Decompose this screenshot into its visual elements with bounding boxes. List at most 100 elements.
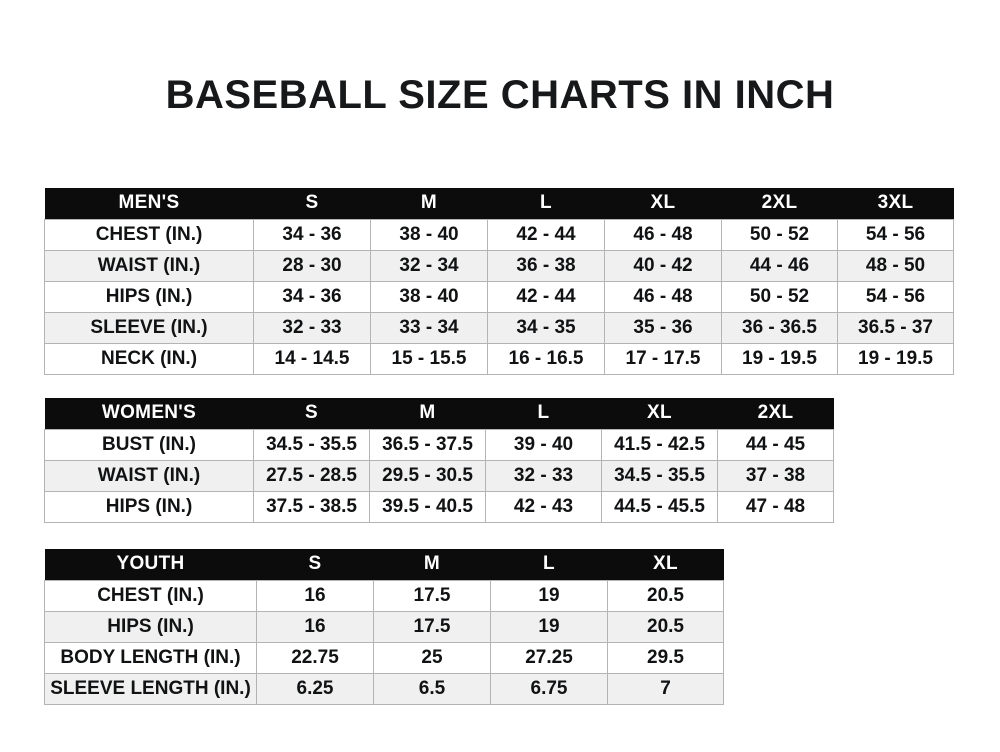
cell-womens-bust-m: 36.5 - 37.5: [369, 428, 486, 461]
cell-mens-sleeve-xl: 35 - 36: [604, 311, 722, 344]
table-row: NECK (IN.) 14 - 14.5 15 - 15.5 16 - 16.5…: [44, 342, 954, 375]
cell-womens-hips-2xl: 47 - 48: [717, 490, 834, 523]
cell-womens-hips-s: 37.5 - 38.5: [253, 490, 370, 523]
header-row: WOMEN'S S M L XL 2XL: [44, 398, 834, 429]
mens-header-col-2xl: 2XL: [721, 188, 838, 219]
cell-youth-chest-xl: 20.5: [607, 579, 724, 612]
youth-header-col-l: L: [490, 549, 608, 580]
cell-womens-waist-l: 32 - 33: [485, 459, 602, 492]
row-label-waist: WAIST (IN.): [44, 459, 254, 492]
table-row: CHEST (IN.) 16 17.5 19 20.5: [44, 579, 724, 612]
cell-mens-chest-l: 42 - 44: [487, 218, 605, 251]
table-row: HIPS (IN.) 37.5 - 38.5 39.5 - 40.5 42 - …: [44, 490, 834, 523]
youth-header-label: YOUTH: [44, 549, 257, 580]
youth-size-table: YOUTH S M L XL CHEST (IN.) 16 17.5 19 20…: [44, 549, 724, 705]
cell-youth-body-length-xl: 29.5: [607, 641, 724, 674]
cell-youth-hips-xl: 20.5: [607, 610, 724, 643]
womens-header-col-m: M: [369, 398, 486, 429]
cell-mens-waist-s: 28 - 30: [253, 249, 371, 282]
youth-header-col-s: S: [256, 549, 374, 580]
mens-header-label: MEN'S: [44, 188, 254, 219]
row-label-hips: HIPS (IN.): [44, 490, 254, 523]
cell-youth-sleeve-length-m: 6.5: [373, 672, 491, 705]
cell-mens-neck-l: 16 - 16.5: [487, 342, 605, 375]
page-title: BASEBALL SIZE CHARTS IN INCH: [165, 73, 835, 117]
cell-youth-sleeve-length-s: 6.25: [256, 672, 374, 705]
mens-header-col-l: L: [487, 188, 605, 219]
table-row: HIPS (IN.) 16 17.5 19 20.5: [44, 610, 724, 643]
cell-mens-hips-3xl: 54 - 56: [837, 280, 954, 313]
cell-mens-waist-3xl: 48 - 50: [837, 249, 954, 282]
cell-womens-bust-xl: 41.5 - 42.5: [601, 428, 718, 461]
table-row: CHEST (IN.) 34 - 36 38 - 40 42 - 44 46 -…: [44, 218, 954, 251]
cell-youth-hips-s: 16: [256, 610, 374, 643]
row-label-waist: WAIST (IN.): [44, 249, 254, 282]
cell-mens-hips-l: 42 - 44: [487, 280, 605, 313]
cell-mens-waist-m: 32 - 34: [370, 249, 488, 282]
womens-header-col-xl: XL: [601, 398, 718, 429]
mens-header-col-s: S: [253, 188, 371, 219]
row-label-sleeve-length: SLEEVE LENGTH (IN.): [44, 672, 257, 705]
cell-youth-chest-m: 17.5: [373, 579, 491, 612]
cell-youth-chest-s: 16: [256, 579, 374, 612]
youth-table-body: CHEST (IN.) 16 17.5 19 20.5 HIPS (IN.) 1…: [44, 579, 724, 705]
youth-table-header: YOUTH S M L XL: [44, 549, 724, 580]
cell-youth-hips-m: 17.5: [373, 610, 491, 643]
row-label-hips: HIPS (IN.): [44, 610, 257, 643]
cell-mens-sleeve-3xl: 36.5 - 37: [837, 311, 954, 344]
cell-womens-bust-s: 34.5 - 35.5: [253, 428, 370, 461]
row-label-neck: NECK (IN.): [44, 342, 254, 375]
header-row: MEN'S S M L XL 2XL 3XL: [44, 188, 954, 219]
table-row: SLEEVE LENGTH (IN.) 6.25 6.5 6.75 7: [44, 672, 724, 705]
cell-youth-chest-l: 19: [490, 579, 608, 612]
table-row: WAIST (IN.) 27.5 - 28.5 29.5 - 30.5 32 -…: [44, 459, 834, 492]
cell-mens-neck-m: 15 - 15.5: [370, 342, 488, 375]
youth-header-col-xl: XL: [607, 549, 724, 580]
table-row: BUST (IN.) 34.5 - 35.5 36.5 - 37.5 39 - …: [44, 428, 834, 461]
table-row: BODY LENGTH (IN.) 22.75 25 27.25 29.5: [44, 641, 724, 674]
cell-womens-waist-m: 29.5 - 30.5: [369, 459, 486, 492]
cell-mens-waist-xl: 40 - 42: [604, 249, 722, 282]
cell-womens-hips-xl: 44.5 - 45.5: [601, 490, 718, 523]
cell-mens-chest-m: 38 - 40: [370, 218, 488, 251]
row-label-chest: CHEST (IN.): [44, 579, 257, 612]
table-row: SLEEVE (IN.) 32 - 33 33 - 34 34 - 35 35 …: [44, 311, 954, 344]
cell-mens-waist-2xl: 44 - 46: [721, 249, 838, 282]
mens-header-col-xl: XL: [604, 188, 722, 219]
row-label-body-length: BODY LENGTH (IN.): [44, 641, 257, 674]
cell-womens-waist-xl: 34.5 - 35.5: [601, 459, 718, 492]
cell-mens-sleeve-m: 33 - 34: [370, 311, 488, 344]
cell-womens-waist-2xl: 37 - 38: [717, 459, 834, 492]
cell-mens-hips-s: 34 - 36: [253, 280, 371, 313]
womens-header-label: WOMEN'S: [44, 398, 254, 429]
mens-size-table: MEN'S S M L XL 2XL 3XL CHEST (IN.) 34 - …: [44, 188, 954, 375]
cell-mens-chest-xl: 46 - 48: [604, 218, 722, 251]
cell-youth-body-length-s: 22.75: [256, 641, 374, 674]
table-row: HIPS (IN.) 34 - 36 38 - 40 42 - 44 46 - …: [44, 280, 954, 313]
row-label-chest: CHEST (IN.): [44, 218, 254, 251]
cell-mens-neck-2xl: 19 - 19.5: [721, 342, 838, 375]
cell-mens-sleeve-s: 32 - 33: [253, 311, 371, 344]
womens-size-table: WOMEN'S S M L XL 2XL BUST (IN.) 34.5 - 3…: [44, 398, 834, 523]
cell-mens-neck-3xl: 19 - 19.5: [837, 342, 954, 375]
cell-youth-sleeve-length-l: 6.75: [490, 672, 608, 705]
cell-mens-chest-s: 34 - 36: [253, 218, 371, 251]
cell-mens-hips-xl: 46 - 48: [604, 280, 722, 313]
cell-womens-bust-2xl: 44 - 45: [717, 428, 834, 461]
cell-youth-body-length-l: 27.25: [490, 641, 608, 674]
cell-womens-hips-m: 39.5 - 40.5: [369, 490, 486, 523]
cell-mens-waist-l: 36 - 38: [487, 249, 605, 282]
mens-header-col-3xl: 3XL: [837, 188, 954, 219]
table-row: WAIST (IN.) 28 - 30 32 - 34 36 - 38 40 -…: [44, 249, 954, 282]
header-row: YOUTH S M L XL: [44, 549, 724, 580]
womens-header-col-l: L: [485, 398, 602, 429]
cell-mens-sleeve-l: 34 - 35: [487, 311, 605, 344]
cell-womens-hips-l: 42 - 43: [485, 490, 602, 523]
cell-mens-sleeve-2xl: 36 - 36.5: [721, 311, 838, 344]
cell-mens-neck-s: 14 - 14.5: [253, 342, 371, 375]
row-label-hips: HIPS (IN.): [44, 280, 254, 313]
youth-header-col-m: M: [373, 549, 491, 580]
cell-mens-chest-2xl: 50 - 52: [721, 218, 838, 251]
womens-header-col-2xl: 2XL: [717, 398, 834, 429]
